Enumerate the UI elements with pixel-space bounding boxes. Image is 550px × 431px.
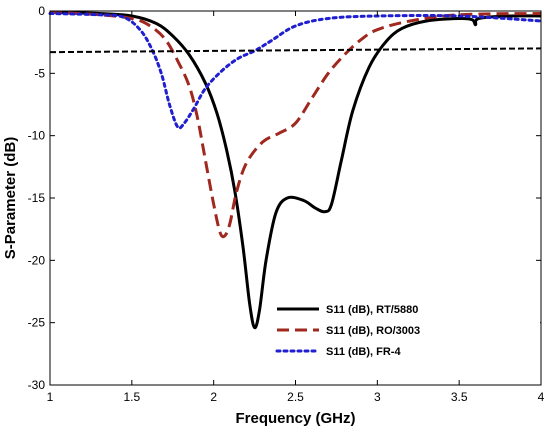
y-tick-label: -10 bbox=[28, 129, 46, 143]
x-tick-label: 2.5 bbox=[287, 390, 304, 404]
y-tick-label: 0 bbox=[38, 4, 45, 18]
y-tick-label: -25 bbox=[28, 316, 46, 330]
y-tick-label: -20 bbox=[28, 253, 46, 267]
legend-label: S11 (dB), FR-4 bbox=[326, 346, 401, 358]
series-line-2 bbox=[48, 11, 543, 130]
x-tick-label: 3 bbox=[374, 390, 381, 404]
y-tick-label: -30 bbox=[28, 378, 46, 392]
x-axis-ticks: 1 1.5 2 2.5 3 3.5 4 bbox=[47, 11, 545, 404]
legend-label: S11 (dB), RT/5880 bbox=[326, 304, 418, 316]
series-layer bbox=[48, 10, 543, 330]
reference-line bbox=[49, 47, 542, 54]
legend: S11 (dB), RT/5880 S11 (dB), RO/3003 S11 (d… bbox=[271, 297, 540, 366]
series-line-1 bbox=[49, 10, 542, 239]
legend-label: S11 (dB), RO/3003 bbox=[326, 325, 420, 337]
x-axis-title: Frequency (GHz) bbox=[235, 410, 355, 427]
y-axis-title: S-Parameter (dB) bbox=[2, 137, 19, 260]
y-tick-label: -5 bbox=[34, 66, 45, 80]
series-line-0 bbox=[49, 10, 542, 330]
x-tick-label: 1.5 bbox=[123, 390, 140, 404]
y-tick-label: -15 bbox=[28, 191, 46, 205]
x-tick-label: 2 bbox=[210, 390, 217, 404]
x-tick-label: 3.5 bbox=[451, 390, 468, 404]
x-tick-label: 1 bbox=[47, 390, 54, 404]
x-tick-label: 4 bbox=[538, 390, 545, 404]
